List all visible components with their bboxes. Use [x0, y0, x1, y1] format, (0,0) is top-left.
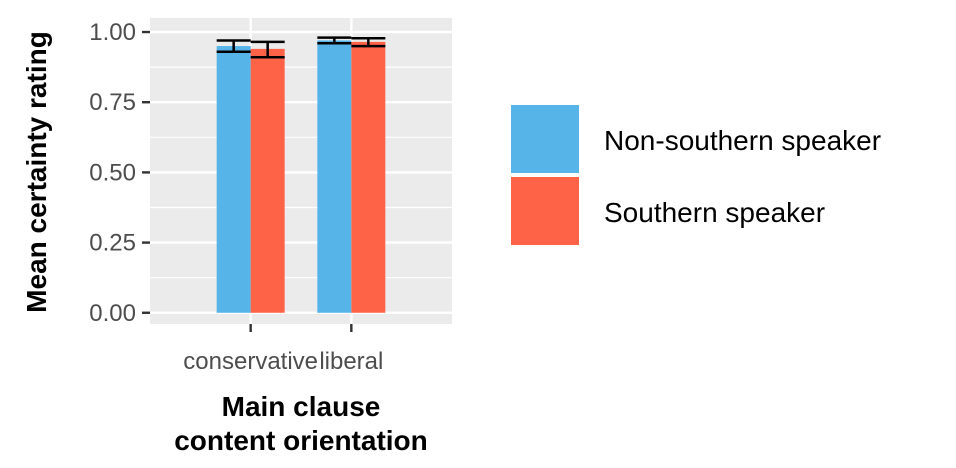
x-tick-label: liberal	[319, 348, 383, 375]
y-tick-label: 1.00	[89, 19, 136, 46]
legend-label: Non-southern speaker	[604, 125, 881, 156]
bars	[216, 40, 386, 313]
x-axis-title-line1: Main clause	[222, 391, 381, 422]
y-tick-label: 0.00	[89, 300, 136, 327]
grid-minor	[150, 66, 452, 279]
legend-key-1	[509, 175, 581, 247]
plot-panel	[150, 18, 452, 324]
error-bars	[216, 36, 386, 59]
bar-liberal-southern	[351, 41, 386, 313]
y-axis-ticks: 0.00 0.25 0.50 0.75 1.00	[89, 19, 150, 327]
legend-key-0	[509, 103, 581, 175]
y-tick-label: 0.75	[89, 89, 136, 116]
x-axis-ticks: conservative liberal	[183, 324, 383, 375]
x-tick-label: conservative	[183, 348, 318, 375]
y-tick-label: 0.50	[89, 159, 136, 186]
y-tick-label: 0.25	[89, 230, 136, 257]
x-axis-title-line2: content orientation	[174, 425, 428, 456]
bar-conservative-non-southern	[216, 46, 251, 313]
bar-conservative-southern	[250, 48, 285, 313]
y-axis-title: Mean certainty rating	[21, 31, 52, 313]
bar-liberal-non-southern	[317, 40, 352, 313]
legend: Non-southern speaker Southern speaker	[509, 103, 881, 247]
legend-label: Southern speaker	[604, 197, 825, 228]
